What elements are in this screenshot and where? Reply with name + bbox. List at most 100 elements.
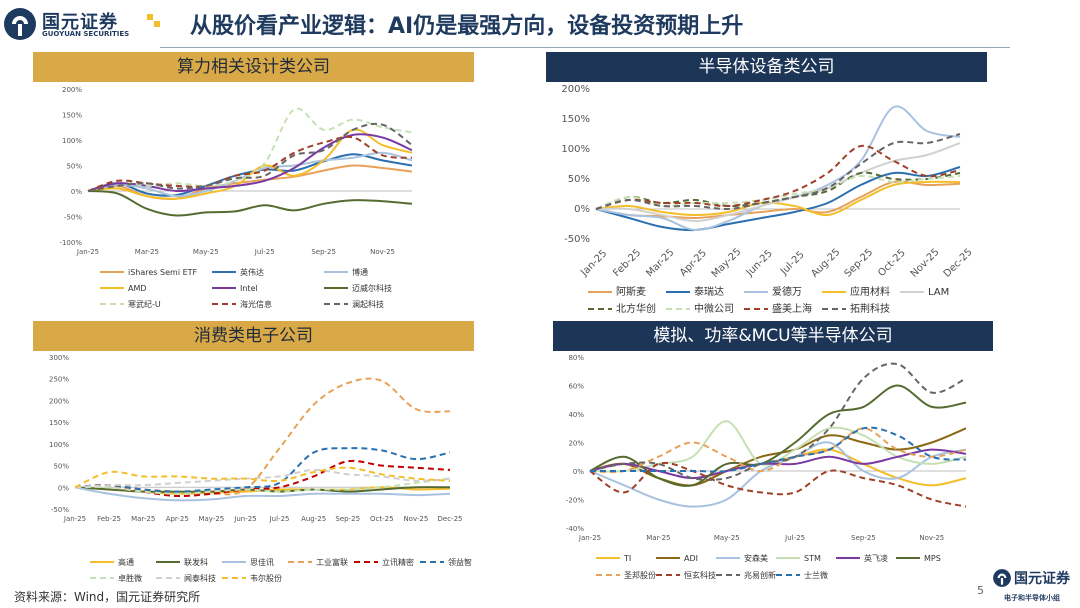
y-tick-label: -50% bbox=[51, 506, 69, 514]
y-tick-label: 50% bbox=[568, 174, 590, 185]
x-tick-label: Aug-25 bbox=[301, 515, 326, 523]
page-number: 5 bbox=[977, 584, 984, 597]
legend-label-stm: STM bbox=[804, 554, 821, 563]
series-line-迈威尔科技 bbox=[87, 190, 413, 217]
y-tick-label: 40% bbox=[568, 411, 584, 419]
legend-label-北方华创: 北方华创 bbox=[616, 302, 656, 315]
x-tick-label: Jan-25 bbox=[63, 515, 86, 523]
series-line-圣邦股份 bbox=[589, 427, 967, 474]
chart-title-analog-power-mcu: 模拟、功率&MCU等半导体公司 bbox=[553, 321, 993, 351]
legend-label-中微公司: 中微公司 bbox=[694, 302, 734, 315]
series-line-思佳讯 bbox=[74, 486, 451, 502]
series-line-adi bbox=[589, 427, 967, 487]
legend-label-盛美上海: 盛美上海 bbox=[772, 302, 812, 315]
y-tick-label: 250% bbox=[49, 376, 69, 384]
legend-label-闻泰科技: 闻泰科技 bbox=[184, 573, 216, 583]
y-tick-label: 50% bbox=[53, 463, 69, 471]
y-tick-label: 150% bbox=[561, 114, 590, 125]
legend-label-英飞凌: 英飞凌 bbox=[864, 553, 888, 563]
y-tick-label: 300% bbox=[49, 354, 69, 362]
legend-label-拓荆科技: 拓荆科技 bbox=[850, 302, 890, 315]
legend-label-阿斯麦: 阿斯麦 bbox=[616, 285, 646, 298]
x-tick-label: Dec-25 bbox=[942, 247, 975, 280]
footer-logo: 国元证券 电子和半导体小组 bbox=[992, 566, 1080, 606]
legend-label-爱德万: 爱德万 bbox=[772, 285, 802, 298]
y-tick-label: -20% bbox=[566, 497, 584, 505]
x-tick-label: May-25 bbox=[710, 246, 744, 280]
x-tick-label: May-25 bbox=[193, 248, 219, 256]
series-line-阿斯麦 bbox=[595, 180, 961, 220]
series-line-恒玄科技 bbox=[589, 461, 967, 508]
legend-label-迈威尔科技: 迈威尔科技 bbox=[352, 283, 392, 293]
y-tick-label: -50% bbox=[564, 234, 590, 245]
y-tick-label: -100% bbox=[59, 239, 82, 247]
legend-label-寒武纪-u: 寒武纪-U bbox=[128, 299, 161, 309]
series-line-lam bbox=[595, 142, 961, 223]
x-tick-label: Apr-25 bbox=[678, 248, 709, 279]
y-tick-label: -40% bbox=[566, 525, 584, 533]
x-tick-label: Jul-25 bbox=[269, 515, 290, 523]
legend-label-ishares-semi-etf: iShares Semi ETF bbox=[128, 268, 198, 277]
logo-english-name: GUOYUAN SECURITIES bbox=[42, 30, 130, 38]
legend-label-英伟达: 英伟达 bbox=[240, 267, 264, 277]
x-tick-label: May-25 bbox=[198, 515, 224, 523]
x-tick-label: Apr-25 bbox=[166, 515, 189, 523]
series-line-盛美上海 bbox=[595, 144, 961, 210]
y-tick-label: 100% bbox=[49, 441, 69, 449]
logo-accent-icon bbox=[147, 14, 160, 27]
y-tick-label: -50% bbox=[64, 214, 82, 222]
legend-label-圣邦股份: 圣邦股份 bbox=[624, 570, 656, 580]
y-tick-label: 200% bbox=[561, 84, 590, 95]
series-line-韦尔股份 bbox=[74, 466, 451, 489]
series-line-闻泰科技 bbox=[74, 468, 451, 489]
chart-title-equipment: 半导体设备类公司 bbox=[546, 52, 987, 82]
series-line-拓荆科技 bbox=[595, 133, 961, 211]
footer-logo-name: 国元证券 bbox=[1014, 571, 1070, 587]
legend-label-卓胜微: 卓胜微 bbox=[118, 573, 142, 583]
x-tick-label: Aug-25 bbox=[809, 247, 842, 280]
legend-label-立讯精密: 立讯精密 bbox=[382, 557, 414, 567]
x-tick-label: Dec-25 bbox=[438, 515, 463, 523]
x-tick-label: Oct-25 bbox=[876, 247, 908, 279]
series-line-联发科 bbox=[74, 486, 451, 493]
footer-logo-mark-icon bbox=[993, 569, 1011, 587]
y-tick-label: 150% bbox=[49, 419, 69, 427]
x-tick-label: Mar-25 bbox=[646, 534, 670, 542]
x-tick-label: Sep-25 bbox=[851, 534, 876, 542]
legend-label-adi: ADI bbox=[684, 554, 698, 563]
x-tick-label: Feb-25 bbox=[611, 247, 643, 279]
legend-label-海光信息: 海光信息 bbox=[240, 299, 272, 309]
x-tick-label: Jan-25 bbox=[578, 534, 601, 542]
legend-label-思佳讯: 思佳讯 bbox=[250, 557, 274, 567]
y-tick-label: 0% bbox=[71, 188, 82, 196]
x-tick-label: Mar-25 bbox=[644, 247, 676, 279]
series-line-澜起科技 bbox=[87, 122, 413, 192]
logo-chinese-name: 国元证券 bbox=[42, 12, 118, 33]
x-tick-label: Mar-25 bbox=[135, 248, 159, 256]
logo-mark-icon bbox=[4, 8, 36, 40]
y-tick-label: 150% bbox=[62, 112, 82, 120]
y-tick-label: 50% bbox=[66, 163, 82, 171]
x-tick-label: Jan-25 bbox=[76, 248, 99, 256]
series-line-amd bbox=[87, 128, 413, 200]
x-tick-label: Jun-25 bbox=[233, 515, 256, 523]
chart-analog-power-mcu: -40% -20% 0% 20% 40% 60% 80% Jan-25 Mar-25 May-25… bbox=[566, 354, 967, 580]
footer-team-name: 电子和半导体小组 bbox=[1004, 594, 1060, 602]
x-tick-label: Nov-25 bbox=[403, 515, 428, 523]
legend-label-安森美: 安森美 bbox=[744, 553, 768, 563]
x-tick-label: Jul-25 bbox=[254, 248, 275, 256]
y-tick-label: 200% bbox=[62, 86, 82, 94]
legend-label-工业富联: 工业富联 bbox=[316, 557, 348, 567]
x-tick-label: Sep-25 bbox=[843, 247, 876, 280]
legend-label-泰瑞达: 泰瑞达 bbox=[694, 285, 724, 298]
legend-label-兆易创新: 兆易创新 bbox=[744, 570, 776, 580]
legend-label-韦尔股份: 韦尔股份 bbox=[250, 573, 282, 583]
series-line-卓胜微 bbox=[74, 477, 451, 495]
series-line-mps bbox=[589, 384, 967, 487]
header-divider bbox=[160, 47, 1010, 48]
y-tick-label: 60% bbox=[568, 383, 584, 391]
legend-label-intel: Intel bbox=[240, 284, 258, 293]
y-tick-label: 200% bbox=[49, 397, 69, 405]
series-line-intel bbox=[87, 133, 413, 193]
series-line-英伟达 bbox=[87, 153, 413, 197]
